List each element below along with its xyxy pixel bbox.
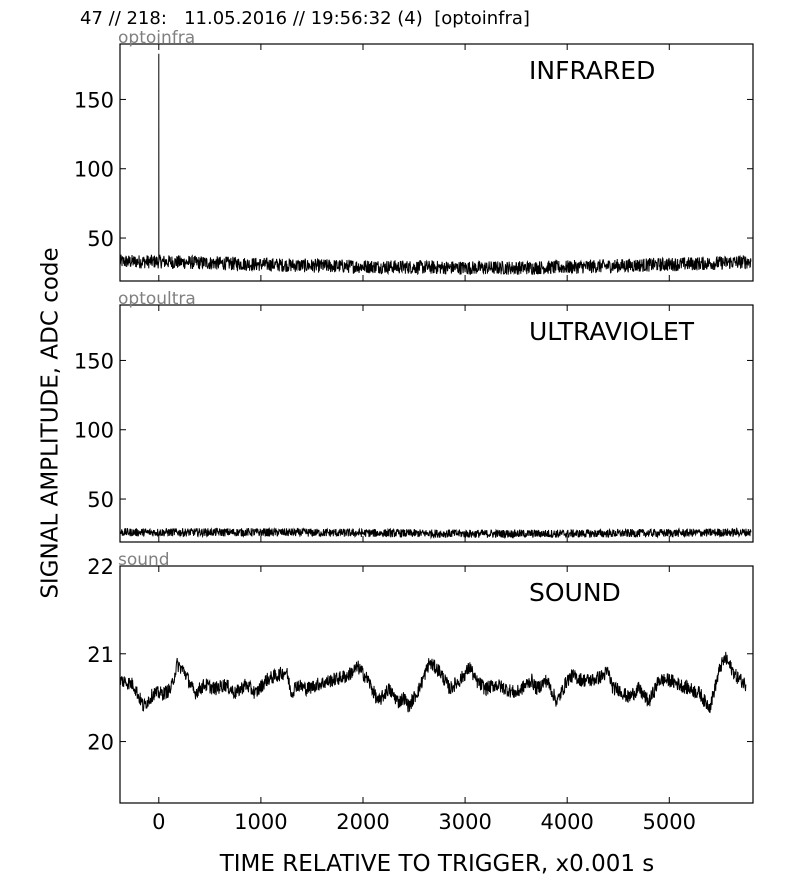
x-tick-label: 0 xyxy=(152,810,165,834)
channel-label: sound xyxy=(118,550,170,570)
plot-frame-sound xyxy=(119,565,754,804)
y-tick-label: 20 xyxy=(87,731,114,755)
panel-optoinfra: 50 100 150 optoinfra INFRARED xyxy=(74,28,754,282)
plot-frame-optoultra xyxy=(119,304,754,543)
panel-title: ULTRAVIOLET xyxy=(529,317,695,346)
panel-sound: 0 1000 2000 3000 4000 5000 20 21 22 sound SOUND xyxy=(87,550,754,834)
x-tick-label: 3000 xyxy=(438,810,491,834)
panel-title: SOUND xyxy=(529,578,621,607)
y-tick-label: 50 xyxy=(87,488,114,512)
x-tick-label: 4000 xyxy=(540,810,593,834)
y-tick-label: 150 xyxy=(74,88,114,112)
panel-title: INFRARED xyxy=(529,56,655,85)
signal-line-sound xyxy=(119,651,747,714)
panel-optoultra: 50 100 150 optoultra ULTRAVIOLET xyxy=(74,289,754,543)
x-axis-label: TIME RELATIVE TO TRIGGER, x0.001 s xyxy=(219,851,655,877)
y-tick-label: 21 xyxy=(87,643,114,667)
channel-label: optoultra xyxy=(118,289,196,309)
y-tick-label: 22 xyxy=(87,555,114,579)
y-tick-label: 50 xyxy=(87,227,114,251)
y-tick-label: 150 xyxy=(74,349,114,373)
y-axis-label: SIGNAL AMPLITUDE, ADC code xyxy=(38,247,64,598)
signal-line-optoinfra xyxy=(119,53,752,276)
y-tick-label: 100 xyxy=(74,158,114,182)
x-tick-label: 2000 xyxy=(336,810,389,834)
x-tick-label: 1000 xyxy=(234,810,287,834)
x-tick-label: 5000 xyxy=(643,810,696,834)
signal-line-optoultra xyxy=(119,527,752,540)
plot-frame-optoinfra xyxy=(119,43,754,282)
channel-label: optoinfra xyxy=(118,28,195,48)
y-tick-label: 100 xyxy=(74,419,114,443)
header-title: 47 // 218: 11.05.2016 // 19:56:32 (4) [o… xyxy=(80,8,530,29)
